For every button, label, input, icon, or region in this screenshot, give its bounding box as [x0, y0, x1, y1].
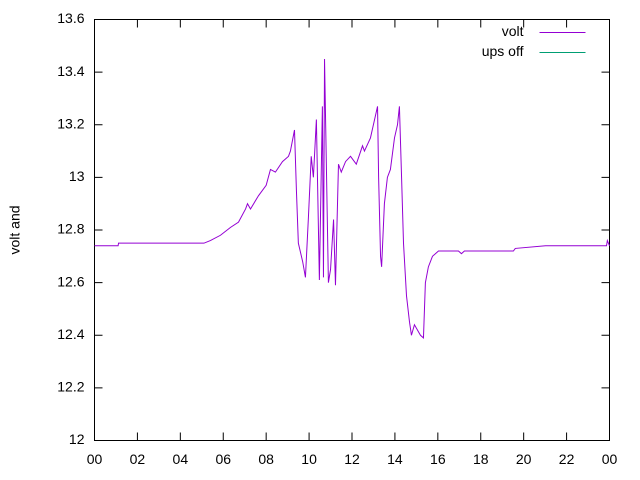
x-tick-label: 00	[87, 451, 103, 467]
y-tick-label: 12.6	[57, 273, 84, 289]
x-tick-label: 14	[387, 451, 403, 467]
x-tick-label: 08	[258, 451, 274, 467]
y-axis-label: volt and	[7, 205, 23, 254]
plot-frame	[94, 19, 610, 441]
x-tick-label: 04	[173, 451, 189, 467]
x-tick-label: 12	[344, 451, 360, 467]
y-tick-label: 12.8	[57, 221, 84, 237]
legend-label: ups off	[482, 43, 524, 59]
y-tick-label: 12.2	[57, 379, 84, 395]
y-tick-label: 12	[69, 431, 85, 447]
y-tick-label: 13.2	[57, 115, 84, 131]
x-tick-label: 20	[516, 451, 532, 467]
x-tick-label: 10	[301, 451, 317, 467]
series-line	[94, 58, 610, 339]
y-tick-label: 12.4	[57, 326, 84, 342]
legend-label: volt	[502, 23, 524, 39]
y-tick-label: 13.6	[57, 10, 84, 26]
x-tick-label: 18	[473, 451, 489, 467]
x-tick-label: 22	[559, 451, 575, 467]
y-tick-label: 13.4	[57, 63, 84, 79]
x-tick-label: 02	[130, 451, 146, 467]
x-tick-label: 06	[215, 451, 231, 467]
x-tick-label: 00	[602, 451, 618, 467]
x-tick-label: 16	[430, 451, 446, 467]
y-tick-label: 13	[69, 168, 85, 184]
